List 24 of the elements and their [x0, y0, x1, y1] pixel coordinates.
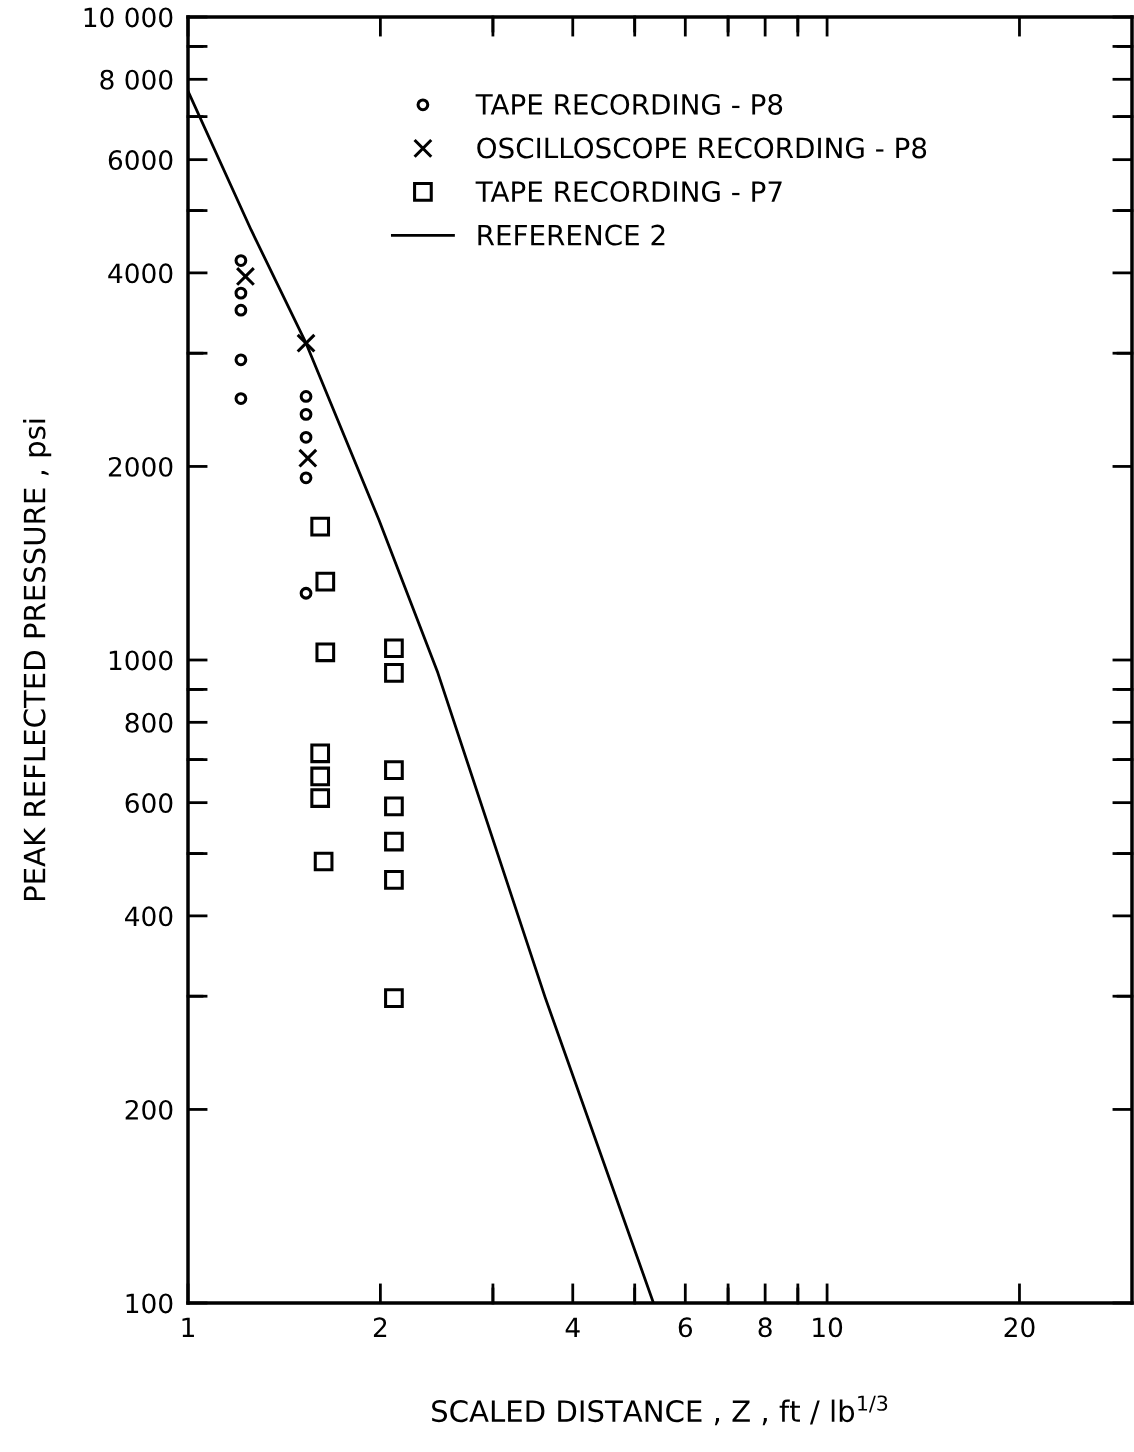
y-tick-label: 4000 [108, 263, 173, 284]
y-tick-label: 600 [125, 793, 173, 814]
y-tick-label: 6000 [108, 150, 173, 171]
x-tick-label: 8 [758, 1317, 772, 1338]
x-axis-title: SCALED DISTANCE , Z , ft / lb$^{1/3}$ [432, 1395, 888, 1426]
y-tick-label: 400 [125, 906, 173, 927]
legend-label: REFERENCE 2 [478, 224, 665, 246]
y-tick-label: 800 [125, 712, 173, 733]
y-tick-label: 100 [126, 1293, 173, 1314]
y-tick-label: 1000 [109, 650, 173, 671]
y-tick-label: 2000 [108, 456, 173, 477]
x-tick-label: 6 [678, 1317, 693, 1338]
y-tick-label: 8 000 [100, 69, 173, 90]
legend-label: TAPE RECORDING - P7 [475, 181, 782, 203]
legend-label: OSCILLOSCOPE RECORDING - P8 [477, 137, 927, 159]
legend-label: TAPE RECORDING - P8 [475, 93, 783, 115]
x-tick-label: 20 [1004, 1317, 1035, 1338]
x-tick-label: 2 [373, 1317, 387, 1337]
y-axis-title: PEAK REFLECTED PRESSURE , psi [22, 419, 52, 901]
y-tick-label: 200 [125, 1099, 173, 1120]
x-tick-label: 4 [565, 1317, 580, 1337]
x-tick-label: 1 [182, 1317, 194, 1337]
y-tick-label: 10 000 [84, 7, 173, 28]
x-tick-label: 10 [813, 1317, 843, 1338]
